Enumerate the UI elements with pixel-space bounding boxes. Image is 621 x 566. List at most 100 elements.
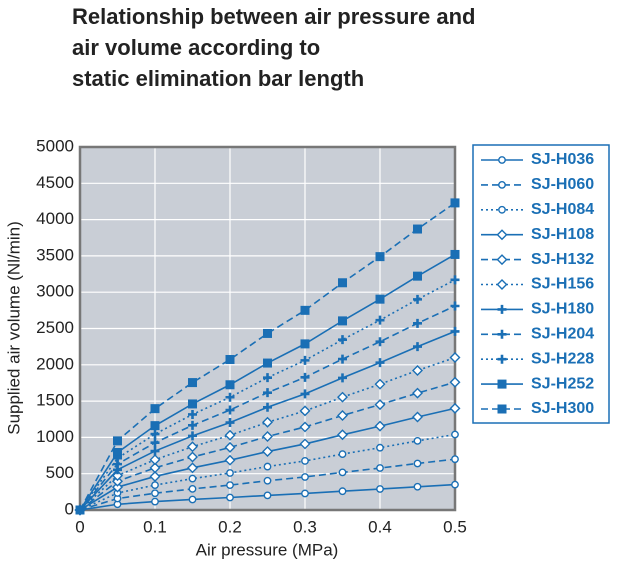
point [338,468,347,477]
point [263,476,272,485]
point [375,337,385,347]
point [413,271,423,281]
point [224,441,236,453]
point [188,409,197,419]
point [112,448,122,458]
point [226,481,234,489]
point [451,430,459,439]
legend-marker [496,279,508,290]
point [151,481,159,489]
legend-marker [497,329,507,339]
y-tick-label: 4000 [36,209,74,228]
point [300,305,310,315]
legend-label: SJ-H060 [531,176,594,193]
point [150,446,160,456]
point [301,489,309,498]
point [299,438,311,450]
point [300,389,310,399]
point [187,451,198,463]
x-tick-label: 0.4 [368,517,392,536]
x-tick-label: 0.5 [443,517,467,536]
point [188,474,197,483]
point [151,489,159,498]
point [338,278,348,288]
point [225,392,235,402]
point [300,339,310,349]
point [188,420,197,430]
point [262,416,273,428]
point [149,454,161,466]
legend-marker [498,156,506,164]
y-tick-label: 4500 [36,173,74,192]
legend-label: SJ-H300 [531,400,594,417]
x-tick-label: 0 [75,517,84,536]
point [263,328,273,338]
point [412,387,423,399]
point [187,399,197,409]
point [112,475,123,487]
point [112,481,123,493]
point [412,411,423,423]
legend-label: SJ-H204 [531,326,594,343]
point [188,431,197,441]
point [149,462,161,474]
legend-label: SJ-H156 [531,276,594,293]
point [150,404,160,414]
point [263,491,272,500]
point [375,252,385,262]
point [188,484,197,493]
legend-marker [497,379,507,389]
chart-title: Relationship between air pressure and [72,4,475,29]
point [375,358,385,368]
point [413,459,422,468]
point [225,380,235,390]
point [375,294,385,304]
y-tick-label: 2500 [36,318,74,337]
point [413,436,422,445]
legend-label: SJ-H084 [531,201,594,218]
point [225,355,235,365]
legend-marker [498,180,506,189]
legend-label: SJ-H108 [531,226,594,243]
point [450,301,460,311]
series-line [79,202,456,511]
y-tick-label: 5000 [36,136,74,155]
point [337,429,348,441]
point [412,364,423,376]
point [301,457,309,465]
point [374,399,386,411]
point [150,438,160,448]
legend-marker [496,254,508,266]
point [338,373,347,383]
point [226,469,234,477]
y-tick-label: 3500 [36,245,74,264]
x-tick-label: 0.1 [143,517,167,536]
point [224,429,236,441]
point [262,431,273,443]
chart-title: static elimination bar length [72,66,364,91]
point [188,495,197,504]
point [151,497,159,506]
point [374,378,386,390]
point [337,391,348,403]
x-axis-label: Air pressure (MPa) [196,540,339,559]
point [375,315,385,325]
legend-marker [497,304,507,314]
point [413,318,422,328]
point [150,429,160,439]
point [187,441,198,453]
point [338,487,347,496]
point [413,482,422,491]
point [449,376,461,388]
point [449,402,461,414]
point [300,372,310,382]
legend-label: SJ-H180 [531,301,594,318]
legend-label: SJ-H132 [531,251,594,268]
point [263,388,272,398]
y-axis-label: Supplied air volume (Nl/min) [4,221,23,435]
point [451,455,459,464]
point [187,378,197,388]
point [451,480,459,489]
legend-label: SJ-H228 [531,350,594,367]
